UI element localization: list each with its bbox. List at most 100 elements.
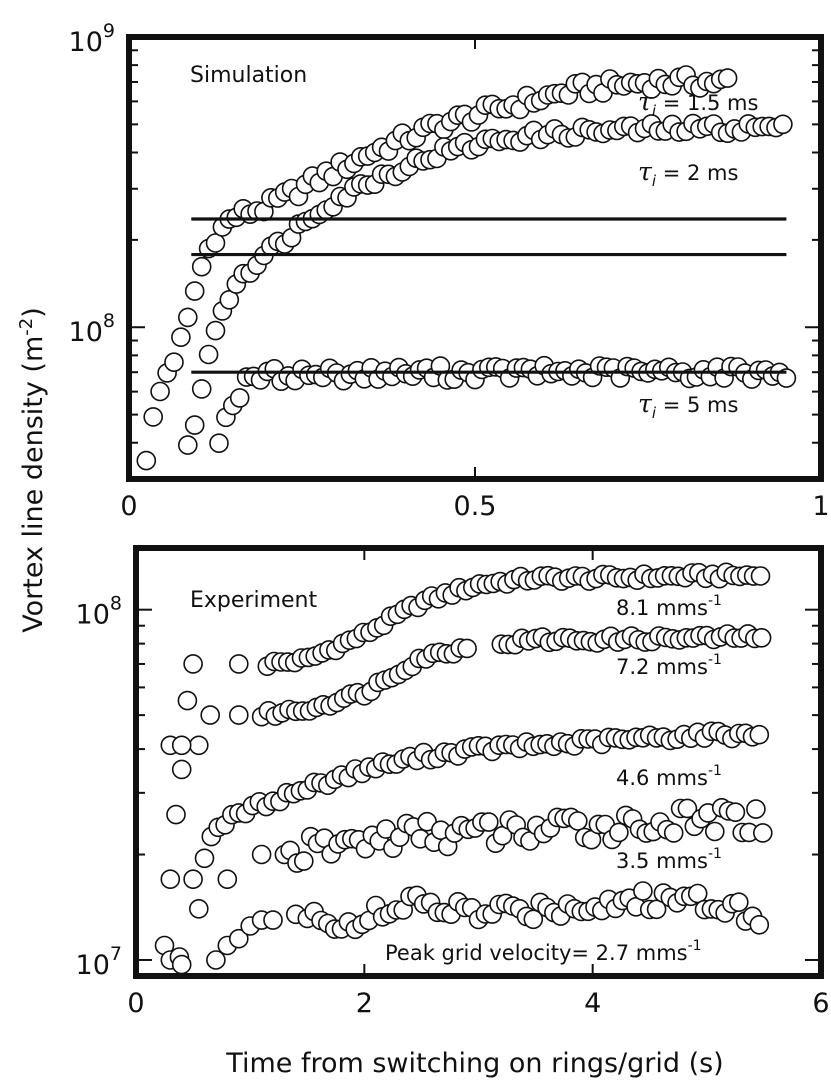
x-tick-label: 0 — [120, 491, 137, 522]
data-point — [205, 233, 226, 253]
y-tick-exp: 8 — [103, 310, 115, 332]
series-label-sup: -1 — [688, 938, 702, 954]
data-point — [567, 811, 588, 831]
series-label: 3.5 mms-1 — [616, 846, 722, 873]
data-point — [725, 802, 746, 823]
series-label-sub: i — [652, 172, 657, 190]
data-point — [663, 823, 684, 843]
series-label: 7.2 mms-1 — [616, 652, 722, 679]
experiment-title: Experiment — [190, 588, 317, 613]
x-tick-label: 4 — [584, 988, 601, 1019]
data-point — [609, 822, 629, 843]
data-point — [457, 638, 477, 659]
y-tick-exp: 8 — [110, 593, 122, 615]
data-point — [164, 352, 184, 373]
data-point — [251, 844, 272, 865]
data-point — [633, 881, 653, 901]
y-tick-label: 108 — [76, 593, 122, 631]
x-tick-label: 0 — [127, 988, 144, 1019]
y-tick-label: 109 — [69, 20, 115, 58]
data-point — [205, 320, 226, 341]
data-point — [150, 381, 170, 402]
data-point — [728, 892, 749, 913]
series-label-text: = 5 ms — [656, 393, 738, 417]
data-point — [717, 68, 738, 88]
data-point — [178, 307, 198, 328]
data-point — [160, 869, 181, 890]
data-point — [171, 735, 192, 756]
data-point — [229, 928, 249, 949]
data-point — [750, 566, 771, 586]
data-point — [206, 950, 226, 970]
series-label-text: = 1.5 ms — [656, 91, 758, 115]
series-label-text: 8.1 mms — [616, 596, 708, 620]
series-label-text: 4.6 mms — [616, 766, 708, 790]
data-point — [171, 759, 192, 780]
y-axis-title-close: ) — [18, 307, 49, 318]
x-tick-label: 0.5 — [454, 491, 497, 522]
series-label: 4.6 mms-1 — [616, 763, 722, 790]
simulation-reference-lines — [191, 217, 787, 374]
data-point — [229, 705, 249, 725]
x-axis-title: Time from switching on rings/grid (s) — [225, 1048, 723, 1079]
series-label: 8.1 mms-1 — [616, 593, 722, 620]
series-label-text: = 2 ms — [656, 161, 738, 185]
data-point — [191, 256, 212, 277]
data-point — [189, 898, 209, 919]
data-point — [229, 654, 249, 674]
data-point — [184, 281, 205, 301]
data-point — [523, 909, 544, 930]
x-tick-label: 1 — [812, 491, 829, 522]
data-point — [229, 388, 250, 408]
experiment-points — [154, 562, 773, 975]
data-point — [198, 344, 219, 365]
y-tick-base: 10 — [76, 950, 110, 981]
y-tick-exp: 7 — [110, 943, 122, 965]
simulation-title: Simulation — [190, 63, 307, 88]
data-point — [191, 379, 212, 399]
data-point — [184, 415, 205, 435]
series-label-sup: -1 — [708, 593, 722, 609]
data-point — [136, 450, 157, 471]
y-tick-exp: 9 — [103, 20, 115, 42]
series-label-sup: -1 — [708, 652, 722, 668]
experiment-plot-frame — [133, 545, 824, 979]
data-point — [171, 327, 191, 348]
y-tick-label: 107 — [76, 943, 122, 981]
series-label: Peak grid velocity= 2.7 mms-1 — [385, 938, 702, 965]
series-label-symbol: τ — [638, 87, 653, 116]
data-point — [194, 848, 215, 869]
data-point — [704, 821, 725, 842]
data-point — [749, 724, 770, 745]
series-label-text: 7.2 mms — [616, 655, 708, 679]
series-label-text: Peak grid velocity= 2.7 mms — [385, 941, 688, 965]
data-point — [143, 407, 163, 427]
series-label-sup: -1 — [708, 846, 722, 862]
y-axis-title: Vortex line density (m-2) — [16, 307, 49, 633]
data-point — [752, 823, 773, 843]
series-label-symbol: τ — [638, 389, 653, 418]
data-point — [183, 654, 203, 674]
data-point — [217, 869, 238, 890]
data-point — [177, 690, 198, 711]
series-label-text: 3.5 mms — [616, 849, 708, 873]
series-label: τi = 2 ms — [638, 157, 738, 190]
data-point — [200, 705, 220, 725]
data-point — [773, 114, 793, 135]
data-point — [478, 812, 499, 832]
series-label-symbol: τ — [638, 157, 653, 186]
data-point — [751, 627, 772, 648]
y-tick-base: 10 — [69, 27, 103, 58]
y-tick-label: 108 — [69, 310, 115, 348]
series-label-sub: i — [652, 404, 657, 422]
data-point — [687, 883, 708, 904]
y-axis-title-text: Vortex line density (m — [18, 336, 49, 633]
data-point — [263, 910, 283, 930]
data-point — [677, 798, 698, 819]
data-point — [178, 435, 198, 455]
